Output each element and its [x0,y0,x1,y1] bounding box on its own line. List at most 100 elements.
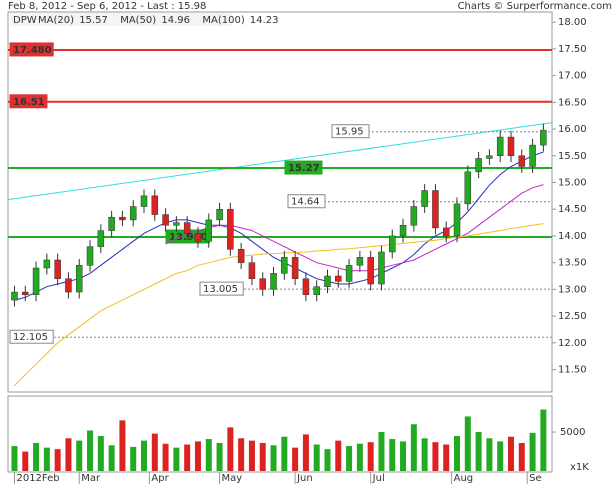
volume-bar [216,442,223,471]
volume-bar [43,447,50,471]
volume-bar [76,440,83,471]
volume-bar [270,445,277,471]
header: Feb 8, 2012 - Sep 6, 2012 - Last : 15.98 [8,1,206,12]
volume-bar [248,440,255,471]
x-tick-label: Apr [151,473,169,484]
y-tick-label: 11.50 [558,365,587,376]
volume-bar [378,432,385,471]
candle-body [486,155,493,159]
candle-body [421,190,428,207]
candle-body [32,267,40,295]
candle-body [11,291,18,301]
volume-bar [87,430,94,471]
candle-body [54,259,61,279]
y-tick-label: 14.50 [558,204,587,215]
level-label: 13.980 [169,232,208,243]
volume-bar [22,451,29,471]
candle-body [183,222,191,234]
volume-bar [367,442,374,471]
candle-body [108,216,115,231]
y-tick-label: 13.00 [558,284,587,295]
x-tick-label: Se [529,473,542,484]
volume-frame [7,395,553,473]
y-tick-label: 12.00 [558,338,587,349]
candle-body [410,206,418,226]
volume-bar [410,424,417,471]
level-label: 15.27 [288,163,320,174]
candle-body [270,273,277,290]
y-tick-label: 14.00 [558,231,587,242]
candle-body [389,235,396,253]
candle-body [65,278,72,293]
level-label: 15.95 [335,127,364,138]
candle-body [507,136,515,157]
candle-body [237,249,245,263]
level-label: 16.51 [13,97,45,108]
volume-bar [313,444,320,471]
volume-bar [108,445,115,471]
candle-body [259,278,266,290]
level-label: 14.64 [291,197,320,208]
volume-bar [518,442,525,471]
volume-bar [173,447,180,471]
candle-body [432,190,439,229]
volume-bar [65,438,72,471]
y-tick-label: 17.50 [558,44,587,55]
volume-bar [346,446,353,471]
candle-body [216,208,223,221]
volume-bar [324,449,331,471]
volume-tick-label: 5000 [560,427,585,438]
volume-bar [194,441,201,471]
volume-bar [443,444,450,471]
candle-body [324,275,331,287]
volume-bar [540,409,547,471]
volume-bar [292,447,299,471]
volume-bar [432,442,439,471]
volume-bar [389,439,396,471]
volume-unit: x1K [570,462,589,473]
candle-body [281,257,288,274]
volume-bar [141,440,147,471]
level-label-box [284,160,323,175]
volume-bar [486,438,493,471]
x-tick-label: Aug [454,473,474,484]
candle-body [227,208,234,250]
candle-body [367,257,374,285]
volume-bar [162,443,169,471]
x-tick-label: Jun [296,473,313,484]
trend-line [7,122,553,201]
credit: Charts © Surperformance.com [458,1,612,12]
volume-bar [184,444,191,471]
candle-body [518,155,526,167]
level-label: 12.105 [13,332,48,343]
x-tick-label: Mar [81,473,101,484]
legend-name: MA(50) [120,15,156,26]
volume-bar [421,438,428,471]
level-label-box [9,42,54,57]
volume-bar [11,446,18,471]
candle-body [43,259,51,269]
y-tick-label: 16.00 [558,124,587,135]
volume-bar [497,441,504,471]
candle-body [151,195,159,215]
volume-bar [281,436,288,471]
level-label-box [9,329,54,344]
volume-bar [454,435,461,471]
level-label-box [287,194,326,209]
x-tick-label: 2012Feb [16,473,59,484]
volume-bar [205,439,212,471]
volume-bar [119,420,126,471]
legend-box [10,13,232,26]
candle-body [129,206,137,221]
candle-body [205,219,213,242]
volume-bar [54,449,61,471]
candle-body [399,224,407,237]
volume-bar [227,427,234,471]
volume-bar [151,433,158,471]
volume-bar [33,442,40,471]
price-frame [7,11,553,393]
legend-value: 14.96 [161,15,190,26]
x-tick-label: Jul [372,473,385,484]
level-label-box [9,94,48,109]
